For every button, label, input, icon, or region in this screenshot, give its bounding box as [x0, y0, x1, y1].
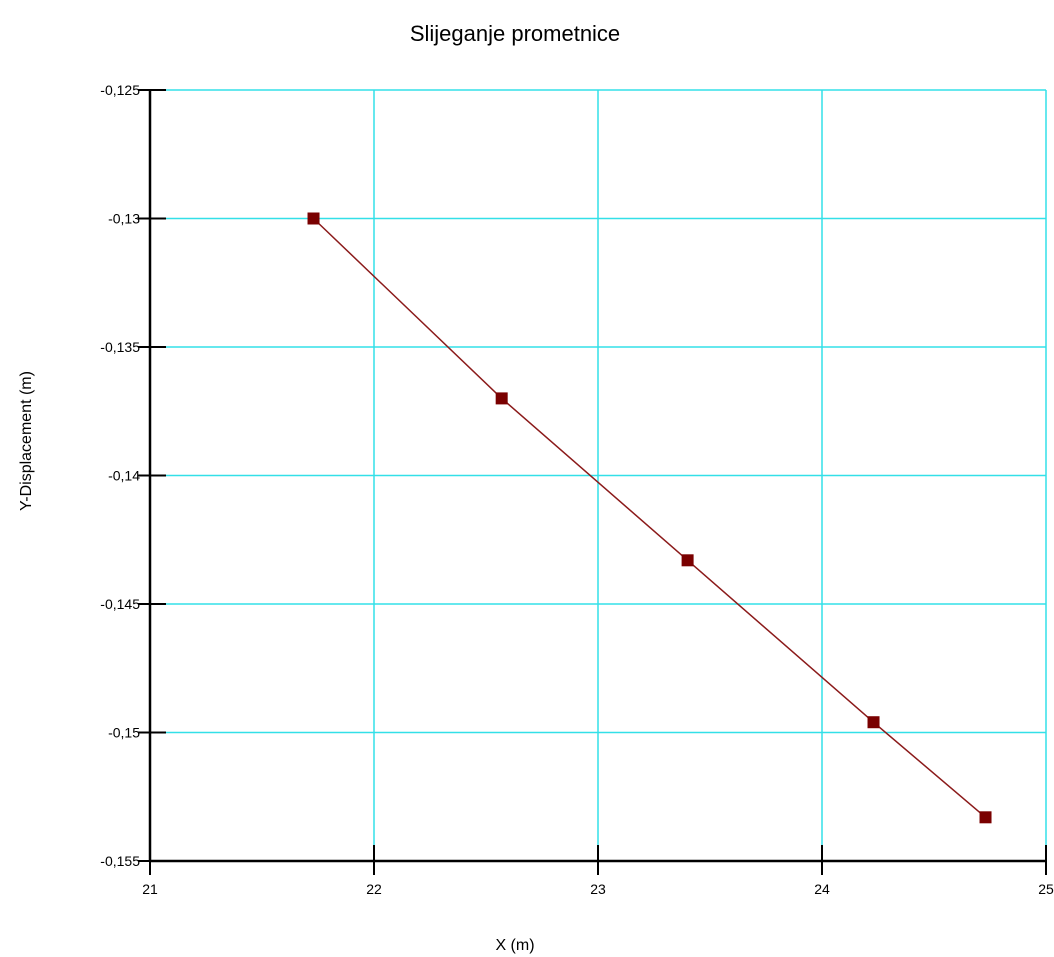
x-tick-label: 25 [1038, 881, 1054, 897]
y-axis-label: Y-Displacement (m) [18, 371, 35, 511]
data-series [307, 212, 992, 824]
data-point [867, 716, 880, 729]
grid [149, 89, 1047, 862]
axes [138, 89, 1047, 875]
series-line [312, 217, 986, 818]
x-tick-label: 23 [590, 881, 606, 897]
y-tick-label: -0,125 [100, 82, 140, 98]
data-point [495, 392, 508, 405]
x-tick-label: 24 [814, 881, 830, 897]
y-tick-label: -0,14 [108, 468, 140, 484]
chart-title: Slijeganje prometnice [410, 21, 620, 46]
y-tick-label: -0,135 [100, 339, 140, 355]
y-tick-label: -0,145 [100, 596, 140, 612]
x-tick-label: 22 [366, 881, 382, 897]
tick-labels: -0,125-0,13-0,135-0,14-0,145-0,15-0,1552… [100, 82, 1054, 897]
data-point [681, 554, 694, 567]
y-tick-label: -0,13 [108, 211, 140, 227]
x-tick-label: 21 [142, 881, 158, 897]
y-tick-label: -0,155 [100, 853, 140, 869]
x-axis-label: X (m) [495, 937, 534, 954]
data-point [307, 212, 320, 225]
data-point [979, 811, 992, 824]
y-tick-label: -0,15 [108, 725, 140, 741]
